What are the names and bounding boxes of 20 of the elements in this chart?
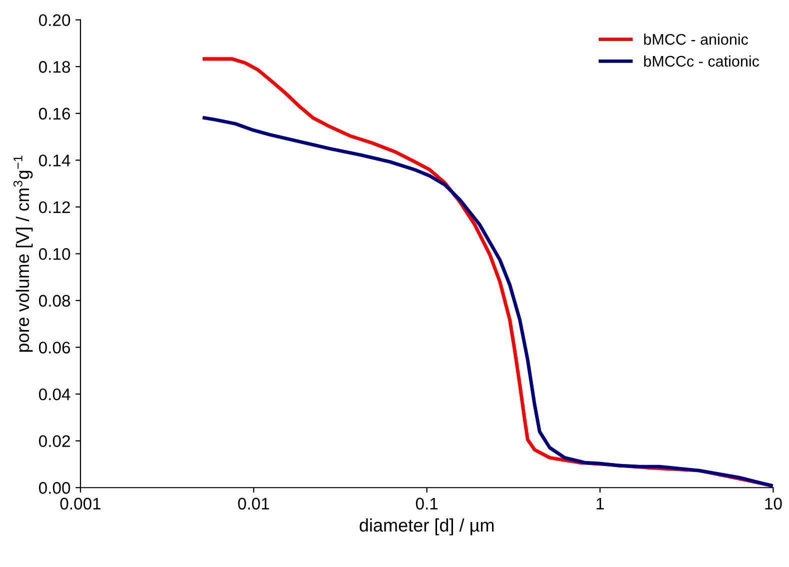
y-tick-label: 0.02 [38,435,70,448]
x-axis-title: diameter [d] / µm [360,518,494,536]
x-tick-label: 0.1 [416,498,438,510]
y-tick-label: 0.00 [38,482,70,494]
y-tick-label: 0.10 [38,248,70,260]
y-tick-label: 0.16 [38,108,70,120]
y-tick-label: 0.06 [38,342,70,354]
y-tick-label: 0.18 [38,61,70,73]
legend-label: bMCCc - cationic [644,55,760,67]
x-tick-label: 0.01 [238,498,270,510]
y-axis-title: pore volume [V] / cm$^{3}$g$^{−1}$ [13,156,33,352]
y-tick-label: 0.12 [38,201,70,214]
x-tick-label: 0.001 [60,498,101,510]
y-tick-label: 0.04 [38,388,70,400]
y-tick-label: 0.08 [38,294,70,307]
legend-label: bMCC - anionic [644,34,748,45]
x-tick-label: 10 [765,498,782,510]
y-tick-label: 0.14 [38,154,70,166]
x-tick-label: 1 [596,498,604,510]
y-tick-label: 0.20 [38,14,70,26]
